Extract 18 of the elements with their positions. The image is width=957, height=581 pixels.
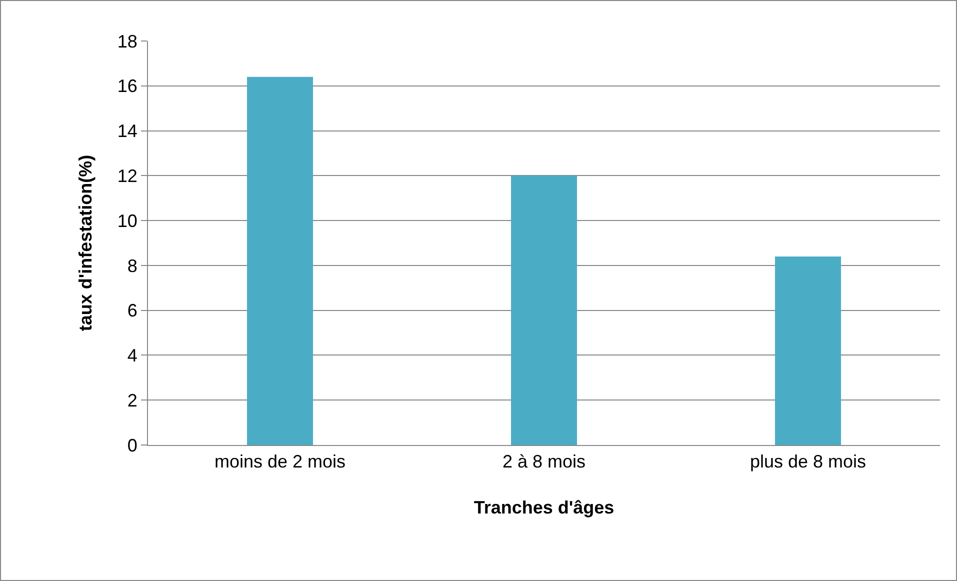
x-axis-title: Tranches d'âges [474,498,614,518]
bar [775,256,841,445]
y-tick-label: 10 [117,210,138,231]
x-tick-label: 2 à 8 mois [502,452,586,472]
y-tick-label: 8 [127,256,138,276]
x-tick-label: moins de 2 mois [214,452,346,472]
y-axis-title: taux d'infestation(%) [76,154,96,332]
y-tick-label: 12 [117,166,138,186]
bar [511,176,577,445]
y-tick-label: 6 [127,300,138,321]
y-tick-label: 18 [117,31,138,52]
y-tick-label: 0 [127,435,138,456]
y-tick-label: 2 [127,390,138,410]
x-tick-label: plus de 8 mois [750,452,866,472]
y-tick-label: 16 [117,76,138,96]
bar [247,76,313,445]
y-tick-label: 14 [117,121,138,142]
y-tick-label: 4 [127,346,138,366]
